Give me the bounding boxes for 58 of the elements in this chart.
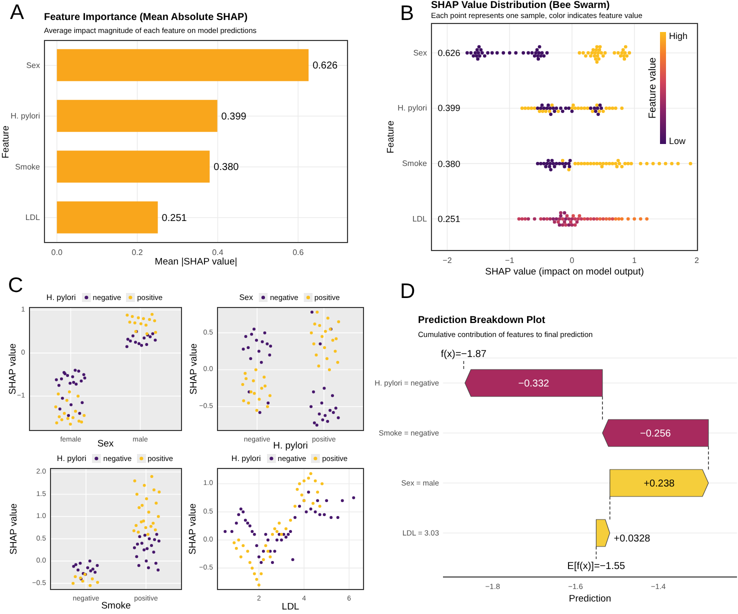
x-axis-title: H. pylori	[273, 440, 308, 452]
annotation: 0.380	[438, 159, 460, 169]
y-axis-title: SHAP value	[188, 343, 200, 395]
text: C	[8, 274, 24, 297]
color-bar-title: Feature value	[648, 56, 658, 119]
x-tick-label: −2	[442, 256, 452, 266]
y-tick-label: LDL	[25, 213, 41, 222]
chart-title: Prediction Breakdown Plot	[418, 315, 546, 326]
x-tick-label: 0.4	[212, 248, 224, 258]
x-axis-title: Mean |SHAP value|	[154, 256, 238, 268]
y-tick-label: H. pylori	[398, 104, 428, 113]
annotation: 0.399	[438, 103, 460, 113]
data-label: 0.626	[312, 60, 338, 72]
annotation: Low	[669, 136, 686, 146]
y-axis-title: SHAP value	[8, 343, 18, 395]
y-tick-label: Sex	[26, 60, 40, 70]
legend-title: Sex	[239, 293, 253, 302]
y-tick-label: Smoke	[402, 159, 428, 168]
annotation: 0.251	[438, 214, 460, 224]
data-label: +0.0328	[614, 534, 651, 544]
x-axis-title: SHAP value (impact on model output)	[485, 266, 644, 278]
data-label: −0.256	[640, 428, 672, 440]
annotation: E[f(x)]=−1.55	[567, 561, 626, 572]
legend-title: H. pylori	[46, 293, 76, 302]
y-tick-label: Smoke	[15, 162, 41, 172]
x-axis-title: Prediction	[568, 594, 612, 604]
legend-title: H. pylori	[56, 454, 86, 463]
data-label: 0.380	[214, 162, 240, 174]
y-axis-title: SHAP value	[188, 503, 198, 555]
x-tick-label: 0	[570, 256, 575, 266]
data-label: 0.399	[221, 111, 247, 122]
text: D	[400, 280, 416, 303]
x-tick-label: 2	[694, 256, 700, 266]
x-tick-label: 1	[632, 256, 638, 266]
x-tick-label: 0.6	[292, 248, 304, 258]
chart-title: Feature Importance (Mean Absolute SHAP)	[44, 12, 248, 23]
x-axis-title: Sex	[97, 438, 114, 450]
y-axis-title: Feature	[386, 120, 396, 154]
y-tick-label: LDL	[412, 214, 428, 224]
y-axis-title: Feature	[0, 125, 12, 158]
annotation: 0.626	[438, 48, 460, 58]
y-tick-label: H. pylori	[10, 112, 40, 121]
data-label: −0.332	[518, 378, 550, 390]
legend-title: H. pylori	[231, 454, 261, 463]
x-axis-title: LDL	[282, 602, 300, 612]
x-axis-title: Smoke	[101, 600, 131, 612]
y-axis-title: SHAP value	[8, 503, 20, 555]
text: A	[10, 1, 24, 24]
x-tick-label: 0.0	[51, 248, 63, 258]
y-tick-label: Sex	[413, 48, 427, 58]
text: B	[400, 2, 414, 25]
data-label: +0.238	[644, 478, 676, 490]
x-tick-label: −1	[505, 256, 515, 266]
chart-title: SHAP Value Distribution (Bee Swarm)	[431, 0, 610, 11]
data-label: 0.251	[162, 212, 188, 224]
annotation: High	[669, 31, 688, 41]
x-tick-label: 0.2	[132, 248, 144, 258]
annotation: f(x)=−1.87	[440, 349, 487, 360]
